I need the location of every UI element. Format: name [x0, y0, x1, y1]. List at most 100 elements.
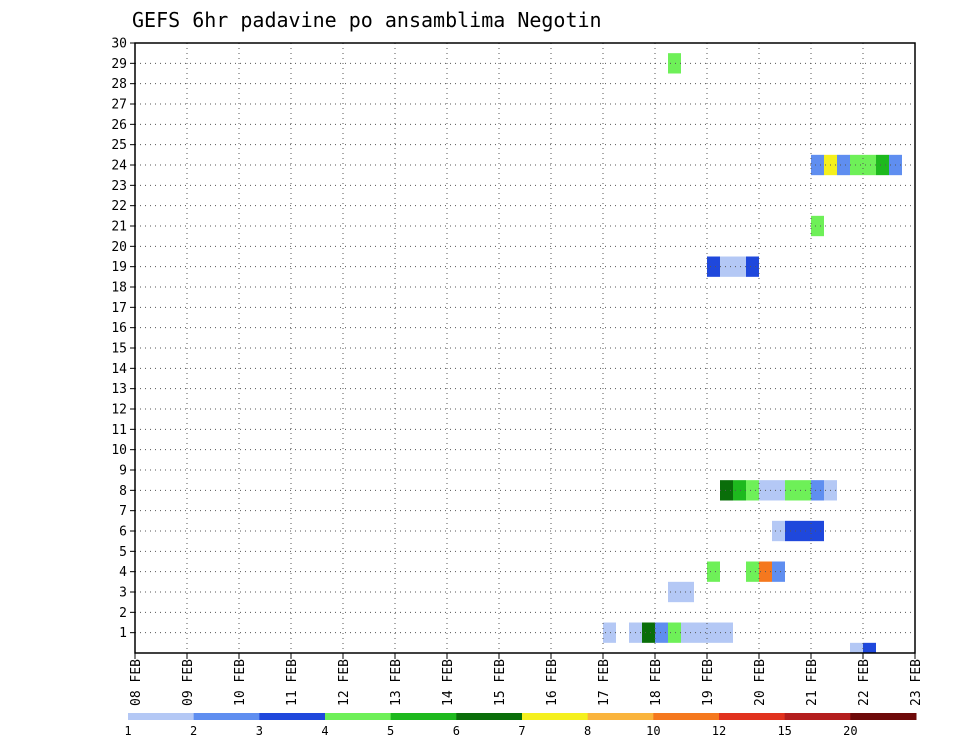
x-tick-label: 18 FEB	[649, 659, 664, 706]
y-tick-label: 13	[111, 382, 127, 397]
legend-swatch	[587, 713, 654, 720]
precip-cell	[655, 622, 668, 643]
precip-cell	[772, 520, 785, 542]
grid-lines	[135, 42, 915, 653]
y-tick-label: 29	[111, 57, 127, 72]
x-axis: 08 FEB 09 FEB 10 FEB 11 FEB 12 FEB 13 FEB 14 F…	[129, 653, 924, 706]
precip-cell	[681, 622, 733, 643]
legend-label: 8	[584, 724, 591, 738]
y-tick-label: 8	[119, 484, 127, 499]
legend-swatch	[390, 713, 457, 720]
x-tick-label: 22 FEB	[857, 659, 872, 706]
y-tick-label: 6	[119, 525, 127, 540]
precip-cell	[746, 256, 759, 277]
x-tick-label: 20 FEB	[753, 659, 768, 706]
y-tick-label: 23	[111, 179, 127, 194]
legend-label: 12	[712, 724, 726, 738]
precip-cell	[642, 622, 655, 643]
precip-cell	[772, 561, 785, 582]
precip-cell	[759, 480, 785, 501]
x-tick-label: 11 FEB	[285, 659, 300, 706]
x-tick-label: 13 FEB	[389, 659, 404, 706]
legend-swatch	[784, 713, 851, 720]
legend-swatch	[719, 713, 786, 720]
y-tick-label: 17	[111, 301, 127, 316]
legend-swatch	[850, 713, 917, 720]
legend-swatch	[456, 713, 523, 720]
y-tick-label: 28	[111, 77, 127, 92]
y-tick-label: 21	[111, 220, 127, 235]
legend-swatch	[522, 713, 589, 720]
y-tick-label: 3	[119, 586, 127, 601]
y-tick-label: 25	[111, 138, 127, 153]
precipitation-cells	[603, 53, 902, 653]
legend-label: 7	[518, 724, 525, 738]
precip-cell	[720, 256, 746, 277]
legend-label: 1	[124, 724, 131, 738]
y-tick-label: 22	[111, 199, 127, 214]
x-tick-label: 15 FEB	[493, 659, 508, 706]
precip-cell	[785, 520, 824, 542]
legend-swatch	[325, 713, 392, 720]
x-tick-label: 12 FEB	[337, 659, 352, 706]
y-tick-label: 11	[111, 423, 127, 438]
y-tick-label: 12	[111, 403, 127, 418]
precip-cell	[733, 480, 746, 501]
x-tick-label: 17 FEB	[597, 659, 612, 706]
y-tick-label: 7	[119, 504, 127, 519]
y-tick-label: 24	[111, 159, 127, 174]
precip-cell	[876, 154, 889, 176]
legend-label: 2	[190, 724, 197, 738]
precip-cell	[811, 480, 824, 501]
y-tick-label: 19	[111, 260, 127, 275]
precip-cell	[707, 256, 720, 277]
precip-cell	[837, 154, 850, 176]
y-tick-label: 30	[111, 37, 127, 52]
y-tick-label: 9	[119, 464, 127, 479]
precip-cell	[811, 215, 824, 237]
precip-cell	[720, 480, 733, 501]
chart-title: GEFS 6hr padavine po ansamblima Negotin	[132, 8, 602, 32]
precip-cell	[850, 642, 863, 653]
x-tick-label: 21 FEB	[805, 659, 820, 706]
y-tick-label: 18	[111, 281, 127, 296]
x-tick-label: 19 FEB	[701, 659, 716, 706]
precip-cell	[785, 480, 811, 501]
x-tick-label: 10 FEB	[233, 659, 248, 706]
y-tick-label: 5	[119, 545, 127, 560]
precip-cell	[746, 561, 759, 582]
legend-swatch	[259, 713, 326, 720]
y-tick-label: 26	[111, 118, 127, 133]
legend-label: 6	[453, 724, 460, 738]
y-tick-label: 4	[119, 565, 127, 580]
y-tick-label: 20	[111, 240, 127, 255]
precip-cell	[707, 561, 720, 582]
legend-label: 15	[777, 724, 791, 738]
y-tick-label: 15	[111, 342, 127, 357]
y-tick-label: 10	[111, 443, 127, 458]
precip-cell	[603, 622, 616, 643]
legend: 1 2 3 4 5 6 7 8 10 12 15 20	[124, 713, 917, 738]
legend-label: 10	[646, 724, 660, 738]
legend-swatch	[128, 713, 195, 720]
precip-cell	[850, 154, 876, 176]
legend-label: 4	[321, 724, 328, 738]
x-tick-label: 09 FEB	[181, 659, 196, 706]
precip-cell	[746, 480, 759, 501]
precip-cell	[811, 154, 824, 176]
y-tick-label: 14	[111, 362, 127, 377]
x-tick-label: 23 FEB	[909, 659, 924, 706]
y-tick-label: 1	[119, 626, 127, 641]
legend-swatch	[193, 713, 260, 720]
y-axis: 1234567891011121314151617181920212223242…	[111, 37, 135, 641]
y-tick-label: 16	[111, 321, 127, 336]
y-tick-label: 2	[119, 606, 127, 621]
x-tick-label: 14 FEB	[441, 659, 456, 706]
precip-cell	[668, 622, 681, 643]
legend-label: 5	[387, 724, 394, 738]
y-tick-label: 27	[111, 98, 127, 113]
precip-cell	[863, 642, 876, 653]
precip-cell	[668, 53, 681, 74]
legend-label: 3	[256, 724, 263, 738]
